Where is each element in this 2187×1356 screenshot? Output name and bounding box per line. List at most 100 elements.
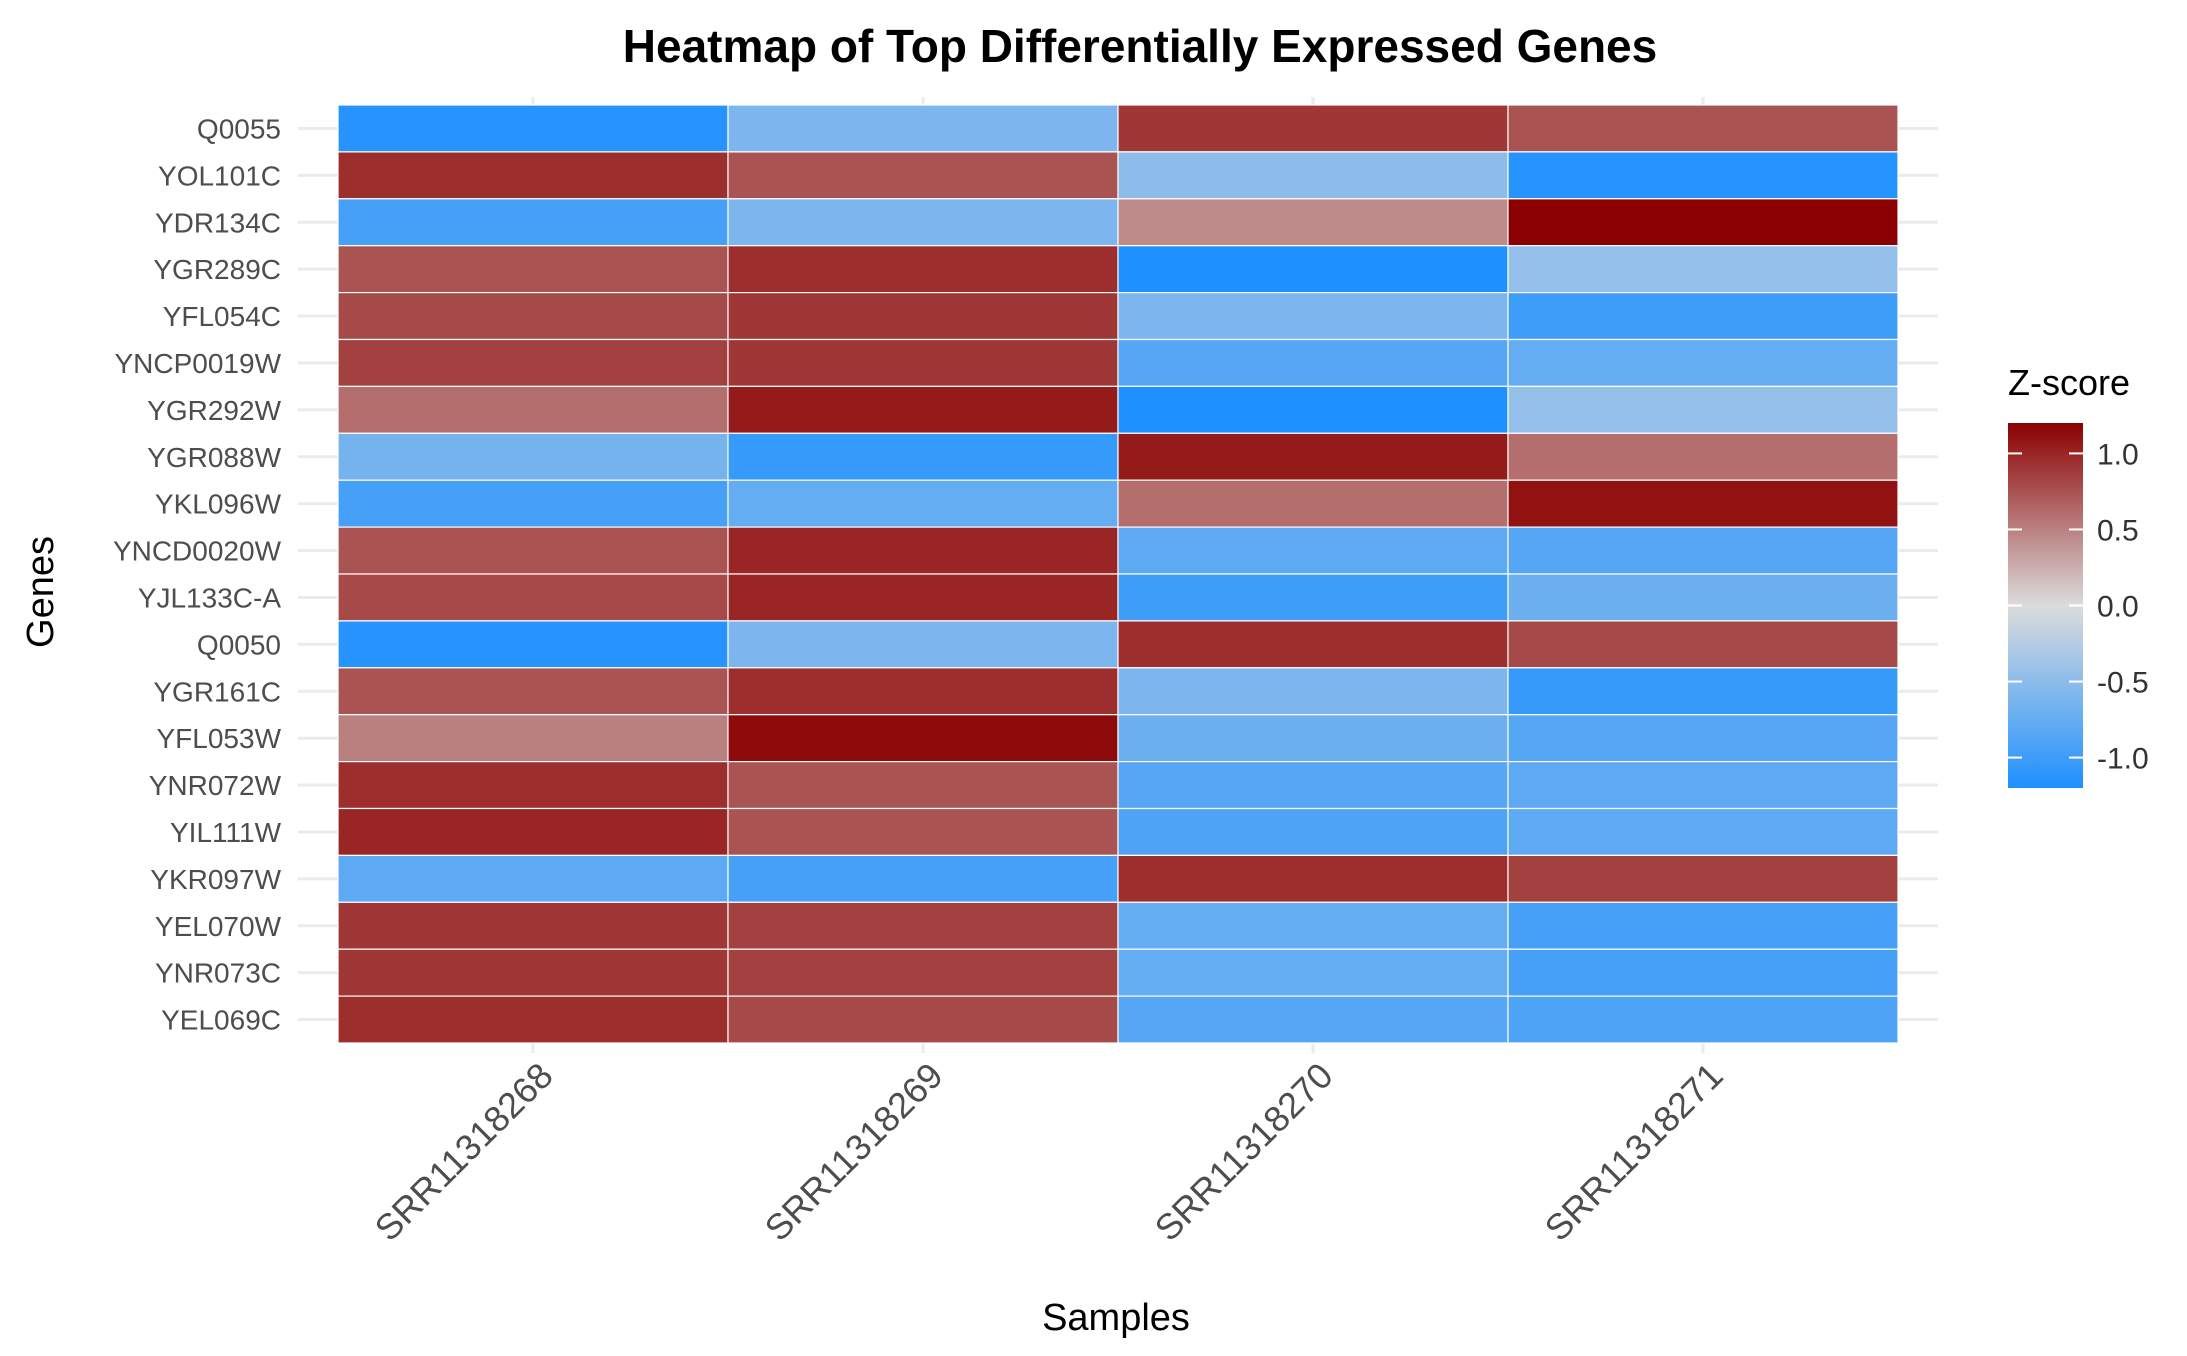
y-tick-label: YNR073C bbox=[155, 958, 281, 989]
y-tick-label: YFL054C bbox=[163, 301, 281, 332]
y-tick-label: YNCD0020W bbox=[113, 536, 282, 567]
heatmap-tile-YFL053W-SRR11318269 bbox=[727, 714, 1119, 763]
heatmap-tile-YOL101C-SRR11318270 bbox=[1117, 151, 1509, 200]
y-tick-label: YEL069C bbox=[161, 1005, 281, 1036]
y-tick-label: YIL111W bbox=[170, 817, 282, 848]
heatmap-tile-YNCD0020W-SRR11318268 bbox=[337, 526, 729, 575]
legend-title: Z-score bbox=[2008, 362, 2130, 403]
heatmap-tile-YNCD0020W-SRR11318271 bbox=[1507, 526, 1899, 575]
heatmap-tile-YNR072W-SRR11318269 bbox=[727, 760, 1119, 810]
heatmap-tile-YIL111W-SRR11318269 bbox=[727, 807, 1119, 857]
y-tick-label: YKR097W bbox=[150, 864, 281, 895]
heatmap-tile-YGR292W-SRR11318269 bbox=[727, 385, 1119, 434]
heatmap-tile-YOL101C-SRR11318268 bbox=[337, 151, 729, 200]
heatmap-tile-YJL133C-A-SRR11318268 bbox=[337, 573, 729, 622]
heatmap-tile-YOL101C-SRR11318271 bbox=[1507, 151, 1899, 200]
legend-tick-label: -1.0 bbox=[2097, 743, 2149, 776]
heatmap-tile-YNR072W-SRR11318271 bbox=[1507, 760, 1899, 810]
heatmap-tile-YFL053W-SRR11318268 bbox=[337, 714, 729, 763]
heatmap-tile-YFL054C-SRR11318268 bbox=[337, 292, 729, 341]
y-tick-label: YDR134C bbox=[155, 207, 281, 238]
x-tick-label: SRR11318270 bbox=[1147, 1055, 1341, 1249]
heatmap-tile-YEL070W-SRR11318269 bbox=[727, 901, 1119, 950]
x-tick-label: SRR11318268 bbox=[367, 1055, 561, 1249]
heatmap-tile-Q0050-SRR11318269 bbox=[727, 620, 1119, 669]
heatmap-tile-YFL053W-SRR11318270 bbox=[1117, 714, 1509, 763]
heatmap-tile-YIL111W-SRR11318270 bbox=[1117, 807, 1509, 857]
heatmap-tile-YEL070W-SRR11318270 bbox=[1117, 901, 1509, 950]
heatmap-tile-YNCP0019W-SRR11318271 bbox=[1507, 338, 1899, 388]
heatmap-tile-YOL101C-SRR11318269 bbox=[727, 151, 1119, 200]
heatmap-tile-YKR097W-SRR11318271 bbox=[1507, 854, 1899, 903]
heatmap-tile-Q0055-SRR11318268 bbox=[337, 104, 729, 153]
y-tick-label: YGR088W bbox=[147, 442, 281, 473]
y-tick-label: YNR072W bbox=[149, 770, 282, 801]
heatmap-tile-YGR292W-SRR11318268 bbox=[337, 385, 729, 434]
y-axis-title: Genes bbox=[20, 536, 62, 648]
y-tick-label: YGR292W bbox=[147, 395, 281, 426]
heatmap-tile-YJL133C-A-SRR11318269 bbox=[727, 573, 1119, 622]
heatmap-tile-YGR088W-SRR11318271 bbox=[1507, 432, 1899, 481]
heatmap-tile-YEL069C-SRR11318269 bbox=[727, 995, 1119, 1044]
legend-tick-label: -0.5 bbox=[2097, 667, 2149, 700]
x-tick-label: SRR11318271 bbox=[1537, 1055, 1731, 1249]
heatmap-tile-Q0050-SRR11318268 bbox=[337, 620, 729, 669]
y-tick-label: YJL133C-A bbox=[138, 582, 282, 613]
heatmap-tile-YDR134C-SRR11318269 bbox=[727, 198, 1119, 247]
y-tick-label: YKL096W bbox=[155, 489, 282, 520]
heatmap-tile-YEL070W-SRR11318268 bbox=[337, 901, 729, 950]
heatmap-tile-YJL133C-A-SRR11318270 bbox=[1117, 573, 1509, 622]
heatmap-tile-YEL069C-SRR11318268 bbox=[337, 995, 729, 1044]
heatmap-tile-YGR292W-SRR11318271 bbox=[1507, 385, 1899, 434]
heatmap-tile-YEL069C-SRR11318271 bbox=[1507, 995, 1899, 1044]
heatmap-tile-YGR161C-SRR11318270 bbox=[1117, 667, 1509, 716]
heatmap-tile-YFL053W-SRR11318271 bbox=[1507, 714, 1899, 763]
y-tick-label: YNCP0019W bbox=[114, 348, 281, 379]
y-tick-label: YGR289C bbox=[153, 254, 281, 285]
heatmap-tile-YNCP0019W-SRR11318269 bbox=[727, 338, 1119, 388]
heatmap-tile-YGR289C-SRR11318270 bbox=[1117, 245, 1509, 294]
heatmap-tile-YDR134C-SRR11318270 bbox=[1117, 198, 1509, 247]
heatmap-tile-Q0055-SRR11318269 bbox=[727, 104, 1119, 153]
heatmap-tile-YNR073C-SRR11318270 bbox=[1117, 948, 1509, 997]
heatmap-tile-Q0055-SRR11318271 bbox=[1507, 104, 1899, 153]
heatmap-tile-YKL096W-SRR11318271 bbox=[1507, 479, 1899, 528]
heatmap-tile-YNR073C-SRR11318271 bbox=[1507, 948, 1899, 997]
x-tick-labels: SRR11318268 SRR11318269 SRR11318270 SRR1131… bbox=[367, 1055, 1731, 1249]
heatmap-tile-YGR161C-SRR11318271 bbox=[1507, 667, 1899, 716]
heatmap-tile-YFL054C-SRR11318271 bbox=[1507, 292, 1899, 341]
heatmap-tile-YJL133C-A-SRR11318271 bbox=[1507, 573, 1899, 622]
heatmap-tile-YNR072W-SRR11318270 bbox=[1117, 760, 1509, 810]
heatmap-tile-YNCP0019W-SRR11318270 bbox=[1117, 338, 1509, 388]
tiles-layer bbox=[337, 104, 1899, 1044]
heatmap-tile-YNCD0020W-SRR11318270 bbox=[1117, 526, 1509, 575]
y-tick-label: YGR161C bbox=[153, 676, 281, 707]
y-tick-labels: Q0055 YOL101C YDR134C YGR289C YFL054C YNCP001… bbox=[113, 113, 282, 1035]
heatmap-tile-YGR292W-SRR11318270 bbox=[1117, 385, 1509, 434]
x-tick-label: SRR11318269 bbox=[757, 1055, 951, 1249]
y-tick-label: YOL101C bbox=[158, 160, 281, 191]
legend: 1.0 0.5 0.0 -0.5 -1.0 bbox=[2008, 423, 2149, 788]
heatmap-tile-YKL096W-SRR11318268 bbox=[337, 479, 729, 528]
heatmap-tile-YGR088W-SRR11318269 bbox=[727, 432, 1119, 481]
heatmap-tile-YNR072W-SRR11318268 bbox=[337, 760, 729, 810]
heatmap-tile-YGR088W-SRR11318268 bbox=[337, 432, 729, 481]
heatmap-tile-YFL054C-SRR11318269 bbox=[727, 292, 1119, 341]
heatmap-tile-YGR088W-SRR11318270 bbox=[1117, 432, 1509, 481]
heatmap-tile-YKL096W-SRR11318269 bbox=[727, 479, 1119, 528]
heatmap-tile-Q0050-SRR11318270 bbox=[1117, 620, 1509, 669]
heatmap-tile-YKR097W-SRR11318270 bbox=[1117, 854, 1509, 903]
heatmap-tile-YIL111W-SRR11318268 bbox=[337, 807, 729, 857]
legend-tick-label: 1.0 bbox=[2097, 438, 2139, 471]
y-tick-label: YEL070W bbox=[155, 911, 282, 942]
heatmap-tile-YGR161C-SRR11318269 bbox=[727, 667, 1119, 716]
y-tick-label: YFL053W bbox=[157, 723, 282, 754]
x-axis-title: Samples bbox=[1042, 1297, 1190, 1339]
y-tick-label: Q0050 bbox=[197, 629, 281, 660]
heatmap-tile-YIL111W-SRR11318271 bbox=[1507, 807, 1899, 857]
heatmap-tile-Q0050-SRR11318271 bbox=[1507, 620, 1899, 669]
chart-title: Heatmap of Top Differentially Expressed … bbox=[623, 20, 1657, 72]
heatmap-tile-YGR289C-SRR11318269 bbox=[727, 245, 1119, 294]
heatmap-tile-YDR134C-SRR11318268 bbox=[337, 198, 729, 247]
